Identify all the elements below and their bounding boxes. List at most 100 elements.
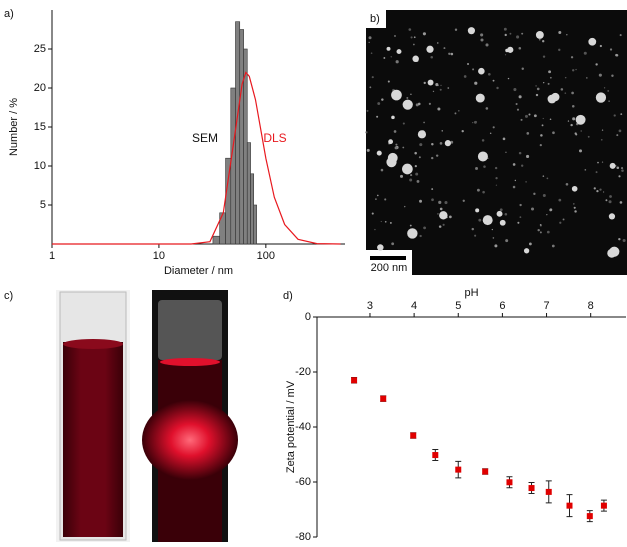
sem-speck <box>412 43 415 46</box>
sem-particle <box>396 49 402 55</box>
sem-speck <box>395 143 398 146</box>
sem-speck <box>408 28 412 31</box>
sem-speck <box>567 120 570 122</box>
sem-speck <box>586 77 588 79</box>
sem-particle <box>426 45 434 53</box>
sem-speck <box>481 139 485 142</box>
point <box>432 452 439 459</box>
sem-speck <box>454 112 457 115</box>
sem-speck <box>475 121 478 123</box>
y-tick-label: -40 <box>295 421 311 433</box>
sem-speck <box>596 190 599 193</box>
sem-speck <box>370 52 373 54</box>
sem-speck <box>441 130 443 132</box>
sem-speck <box>496 86 499 90</box>
sem-speck <box>365 131 368 134</box>
sem-speck <box>410 93 412 96</box>
sem-speck <box>368 36 372 40</box>
liquid <box>63 342 123 537</box>
sem-speck <box>366 148 370 152</box>
sem-speck <box>599 188 602 191</box>
point <box>566 502 573 509</box>
sem-speck <box>587 135 590 138</box>
sem-speck <box>417 102 421 106</box>
x-axis-label: Diameter / nm <box>164 265 233 277</box>
sem-speck <box>377 102 381 105</box>
sem-speck <box>518 46 522 50</box>
point <box>482 468 489 475</box>
sem-speck <box>454 28 458 31</box>
sem-speck <box>383 57 386 59</box>
sem-speck <box>431 156 434 160</box>
sem-particle <box>482 215 493 226</box>
point <box>600 502 607 509</box>
sem-speck <box>404 205 406 208</box>
sem-speck <box>447 87 450 89</box>
sem-speck <box>505 239 509 243</box>
sem-speck <box>518 95 522 99</box>
hist-bar <box>253 204 257 245</box>
sem-speck <box>516 108 520 111</box>
sem-speck <box>524 114 528 118</box>
sem-speck <box>558 48 561 52</box>
sem-speck <box>423 121 425 124</box>
sem-speck <box>472 122 474 124</box>
panel-label: a) <box>4 8 14 20</box>
sem-speck <box>593 187 596 190</box>
sem-speck <box>450 52 454 56</box>
sem-speck <box>616 166 620 170</box>
sem-speck <box>537 228 540 232</box>
y-tick-label: 15 <box>34 121 46 133</box>
sem-speck <box>618 237 621 241</box>
x-axis-label: pH <box>464 287 478 299</box>
sem-speck <box>438 225 442 228</box>
sem-speck <box>478 218 482 222</box>
sem-speck <box>474 234 477 237</box>
sem-speck <box>374 228 376 231</box>
sem-speck <box>513 88 517 92</box>
sem-speck <box>442 223 445 226</box>
hist-bar <box>230 87 236 245</box>
sem-particle <box>608 213 616 220</box>
sem-particle <box>575 114 586 125</box>
x-tick-label: 4 <box>411 300 417 312</box>
sem-speck <box>492 79 495 82</box>
hist-bar <box>246 142 251 245</box>
sem-speck <box>620 113 623 116</box>
y-tick-label: -80 <box>295 531 311 542</box>
sem-speck <box>491 228 493 231</box>
sem-particle <box>535 30 544 39</box>
y-tick-label: 20 <box>34 82 46 94</box>
sem-speck <box>608 100 610 102</box>
sem-speck <box>558 31 562 35</box>
sem-speck <box>489 132 492 135</box>
hist-bar <box>235 21 241 245</box>
sem-speck <box>609 195 612 198</box>
sem-speck <box>487 72 491 76</box>
sem-speck <box>381 98 384 101</box>
sem-speck <box>571 104 575 108</box>
sem-speck <box>598 73 602 77</box>
sem-speck <box>539 231 542 234</box>
sem-speck <box>430 55 434 59</box>
sem-speck <box>570 123 573 127</box>
sem-particle <box>402 99 413 110</box>
scale-box <box>366 250 412 275</box>
sem-speck <box>521 67 524 70</box>
sem-speck <box>516 35 520 39</box>
sem-speck <box>560 88 564 91</box>
sem-particle <box>391 89 402 101</box>
sem-speck <box>375 198 377 200</box>
sem-speck <box>437 42 439 44</box>
sem-particle <box>386 157 397 168</box>
sem-speck <box>583 51 587 55</box>
sem-speck <box>483 165 486 168</box>
sem-speck <box>391 242 395 246</box>
glow <box>142 400 238 480</box>
sem-speck <box>419 234 422 238</box>
sem-speck <box>572 69 575 72</box>
series-label: DLS <box>263 131 286 145</box>
sem-speck <box>431 188 434 190</box>
sem-speck <box>504 54 507 56</box>
sem-particle <box>478 67 485 75</box>
